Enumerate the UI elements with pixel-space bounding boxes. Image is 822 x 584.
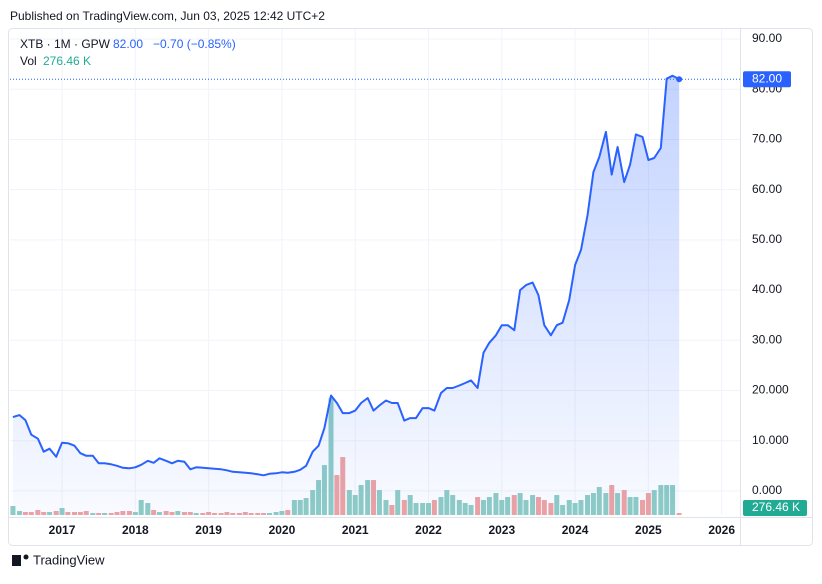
x-tick-label: 2017: [49, 523, 76, 537]
x-tick-label: 2025: [635, 523, 662, 537]
x-tick-label: 2019: [195, 523, 222, 537]
symbol: XTB · 1M · GPW: [20, 37, 111, 51]
price-area: [12, 75, 680, 515]
x-tick-label: 2020: [269, 523, 296, 537]
price-line: [12, 74, 680, 477]
brand: TradingView: [12, 552, 105, 567]
y-tick-label: 90.00: [752, 31, 782, 45]
legend: XTB · 1M · GPW 82.00 −0.70 (−0.85%) Vol …: [20, 37, 236, 68]
y-tick-label: 60.00: [752, 182, 782, 196]
last-price-badge: [743, 71, 791, 88]
x-tick-label: 2021: [342, 523, 369, 537]
y-tick-label: 10.000: [752, 433, 789, 447]
y-tick-label: 20.000: [752, 383, 789, 397]
x-tick-label: 2023: [488, 523, 515, 537]
brand-name: TradingView: [33, 552, 105, 567]
last-volume-label: 276.46 K: [752, 500, 800, 514]
last-volume-badge: [743, 500, 807, 516]
y-tick-label: 50.00: [752, 232, 782, 246]
brand-logo: [12, 555, 21, 566]
axes: 0.000 10.000 20.000 30.00 40.00 50.00 60.00 70.…: [49, 31, 807, 537]
brand-logo: [23, 554, 29, 560]
last-price: 82.00: [113, 37, 143, 51]
y-tick-label: 30.00: [752, 332, 782, 346]
chart-frame: [8, 28, 813, 546]
price-change: −0.70 (−0.85%): [153, 37, 236, 51]
plot: [10, 74, 740, 515]
x-tick-label: 2022: [415, 523, 442, 537]
x-tick-label: 2026: [708, 523, 735, 537]
volume-title: Vol: [20, 54, 37, 68]
y-tick-label: 40.00: [752, 282, 782, 296]
x-tick-label: 2018: [122, 523, 149, 537]
last-price-label: 82.00: [752, 71, 782, 85]
last-price-dot: [676, 76, 683, 83]
published-note: Published on TradingView.com, Jun 03, 20…: [10, 9, 325, 23]
x-tick-label: 2024: [562, 523, 589, 537]
y-tick-label: 0.000: [752, 483, 782, 497]
last-volume: 276.46 K: [43, 54, 91, 68]
y-tick-label: 70.00: [752, 132, 782, 146]
